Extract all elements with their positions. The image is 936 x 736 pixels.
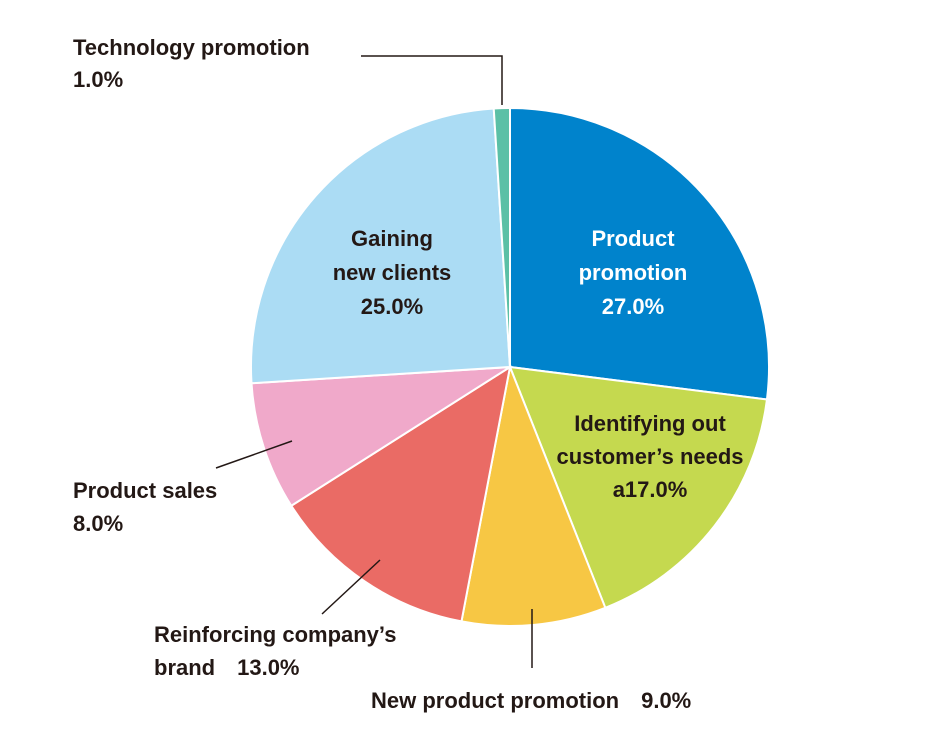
data-label-line: New product promotion 9.0% (371, 688, 691, 713)
data-label-line: 25.0% (361, 294, 423, 319)
pie-slice-product-promotion (509, 106, 770, 401)
data-label-line: promotion (579, 260, 688, 285)
data-label-line: new clients (333, 260, 452, 285)
pie-slice-new-product-promotion (460, 363, 607, 627)
pie-labels: Product promotion 27.0% Identifying out cust… (73, 35, 744, 713)
data-label-product-promotion: Product promotion 27.0% (579, 226, 688, 319)
pie-slice-identifying-out-customer-s-needs (508, 365, 769, 610)
data-label-line: 8.0% (73, 511, 123, 536)
data-label-line: a17.0% (613, 477, 688, 502)
data-label-new-product-promotion: New product promotion 9.0% (371, 688, 691, 713)
data-label-line: customer’s needs (556, 444, 743, 469)
data-label-line: 27.0% (602, 294, 664, 319)
data-label-line: Identifying out (574, 411, 726, 436)
data-label-product-sales: Product sales 8.0% (73, 478, 217, 536)
pie-slice-product-sales (250, 366, 511, 508)
data-label-gaining-new-clients: Gaining new clients 25.0% (333, 226, 452, 319)
leader-line-product-sales (215, 440, 293, 469)
data-label-identifying-out-customer-s-needs: Identifying out customer’s needs a17.0% (556, 411, 743, 502)
data-label-line: Product sales (73, 478, 217, 503)
data-label-line: brand 13.0% (154, 655, 300, 680)
pie-slices (250, 106, 770, 627)
data-label-line: Reinforcing company’s (154, 622, 396, 647)
data-label-line: Gaining (351, 226, 433, 251)
pie-slice-gaining-new-clients (250, 107, 512, 385)
leader-line-reinforcing-company-s-brand (321, 559, 381, 615)
pie-slice-reinforcing-company-s-brand (289, 364, 512, 623)
pie-slice-technology-promotion (492, 106, 511, 368)
data-label-technology-promotion: Technology promotion 1.0% (73, 35, 310, 92)
data-label-reinforcing-company-s-brand: Reinforcing company’s brand 13.0% (154, 622, 396, 680)
leader-line-technology-promotion (361, 55, 503, 105)
data-label-line: Technology promotion (73, 35, 310, 60)
data-label-line: 1.0% (73, 67, 123, 92)
data-label-line: Product (591, 226, 675, 251)
